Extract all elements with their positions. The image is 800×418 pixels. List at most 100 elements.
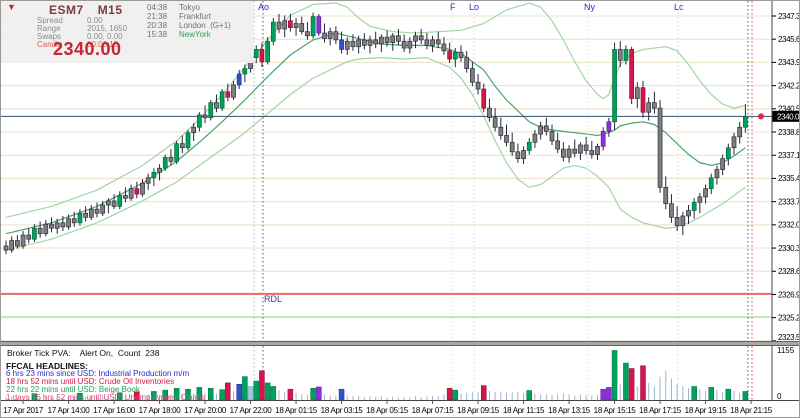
candle (231, 84, 236, 98)
candle (413, 35, 418, 42)
candle (663, 186, 669, 205)
price-axis-label: 2347.35 (778, 12, 800, 21)
news-headline: 1 days 16 hrs 52 mins until USD: Unemplo… (6, 393, 206, 402)
candle (543, 125, 549, 132)
candle (151, 171, 157, 179)
candle (282, 20, 288, 30)
candle (214, 102, 219, 109)
price-axis-label: 2340.55 (778, 105, 800, 114)
price-axis-label: 2345.65 (778, 35, 800, 44)
time-axis-label: 17 Apr 14:00 (48, 406, 91, 415)
candle (617, 49, 623, 61)
volume-bar (611, 350, 618, 401)
candle (725, 147, 731, 159)
range-row: Range 2015, 1650 (37, 24, 128, 33)
current-price-axis-label: 2340.00 (777, 112, 800, 121)
candle (407, 40, 413, 49)
volume-bar (287, 388, 294, 401)
candle (424, 39, 430, 46)
current-price-box (772, 110, 799, 122)
candle (498, 126, 504, 136)
spread-row: Spread 0.00 (37, 16, 103, 25)
clock-tokyo: 04:38 Tokyo (147, 3, 200, 12)
candle (731, 136, 737, 149)
candle (197, 114, 202, 128)
candle (379, 36, 384, 45)
candle (288, 20, 293, 28)
candle (145, 177, 151, 184)
candle (578, 144, 583, 154)
candle (714, 169, 720, 179)
candle (657, 107, 663, 188)
volume-bar (481, 385, 487, 401)
time-axis-label: 18 Apr 09:15 (457, 406, 500, 415)
candle (259, 49, 265, 63)
candle-layer (3, 12, 748, 255)
clock-newyork: 15:38 NewYork (147, 30, 211, 39)
candle (652, 102, 657, 109)
session-marker-ny: Ny (584, 2, 595, 12)
candle (15, 240, 20, 247)
time-axis-label: 18 Apr 01:15 (275, 406, 318, 415)
candle (691, 201, 697, 211)
session-marker-lo: Lo (469, 2, 480, 12)
candle (83, 212, 88, 218)
volume-bar (236, 383, 242, 401)
candle (629, 49, 634, 99)
price-axis-label: 2342.25 (778, 81, 800, 90)
candle (20, 234, 26, 247)
candle (270, 21, 276, 42)
price-axis-labels: 2347.35 2345.65 2343.95 2342.25 2340.55 2338.… (772, 12, 800, 401)
candle (94, 208, 100, 214)
candle (157, 167, 162, 173)
time-axis-label: 17 Apr 18:00 (139, 406, 182, 415)
candle (555, 140, 561, 150)
candle (276, 21, 282, 30)
candle (49, 223, 54, 229)
price-axis-label: 2335.45 (778, 174, 800, 183)
candle (60, 222, 66, 228)
candle (703, 188, 708, 198)
volume-bar (742, 391, 749, 401)
candle (168, 156, 174, 162)
candle (566, 148, 572, 158)
ffcal-headlines-title: FFCAL HEADLINES: (6, 361, 89, 371)
volume-bar (259, 370, 265, 401)
collapse-panel-icon[interactable]: ▼ (7, 2, 16, 12)
price-axis-label: 2337.15 (778, 151, 800, 160)
candle (88, 208, 94, 218)
candle (526, 141, 532, 151)
volume-bar (264, 382, 271, 401)
candle (299, 23, 305, 33)
pane-divider[interactable] (1, 341, 799, 346)
candle (600, 130, 606, 147)
price-axis-label: 2333.75 (778, 197, 800, 206)
candle-countdown-row: Candle 00:06:15 (37, 40, 119, 49)
candle (595, 146, 600, 155)
candle (589, 150, 595, 155)
candle (458, 51, 464, 58)
candle (111, 200, 117, 207)
candle (185, 132, 191, 149)
candle (720, 158, 725, 170)
candle (43, 223, 49, 235)
candle (515, 151, 521, 159)
candle (390, 35, 396, 43)
candle (475, 81, 481, 90)
candle-countdown-value: 00:06:15 (87, 40, 119, 49)
candle (293, 23, 299, 28)
session-marker-ao: Ao (258, 2, 270, 12)
volume-scale-min: 0 (777, 392, 782, 401)
candle (179, 143, 185, 149)
candle (253, 49, 259, 58)
candle (697, 196, 703, 203)
candle (100, 204, 106, 214)
candle (265, 40, 270, 63)
candle (686, 210, 691, 217)
volume-bar (606, 387, 612, 401)
volume-bar (725, 388, 732, 401)
candle (322, 32, 327, 39)
candle (743, 115, 748, 128)
volume-bar (310, 388, 316, 401)
